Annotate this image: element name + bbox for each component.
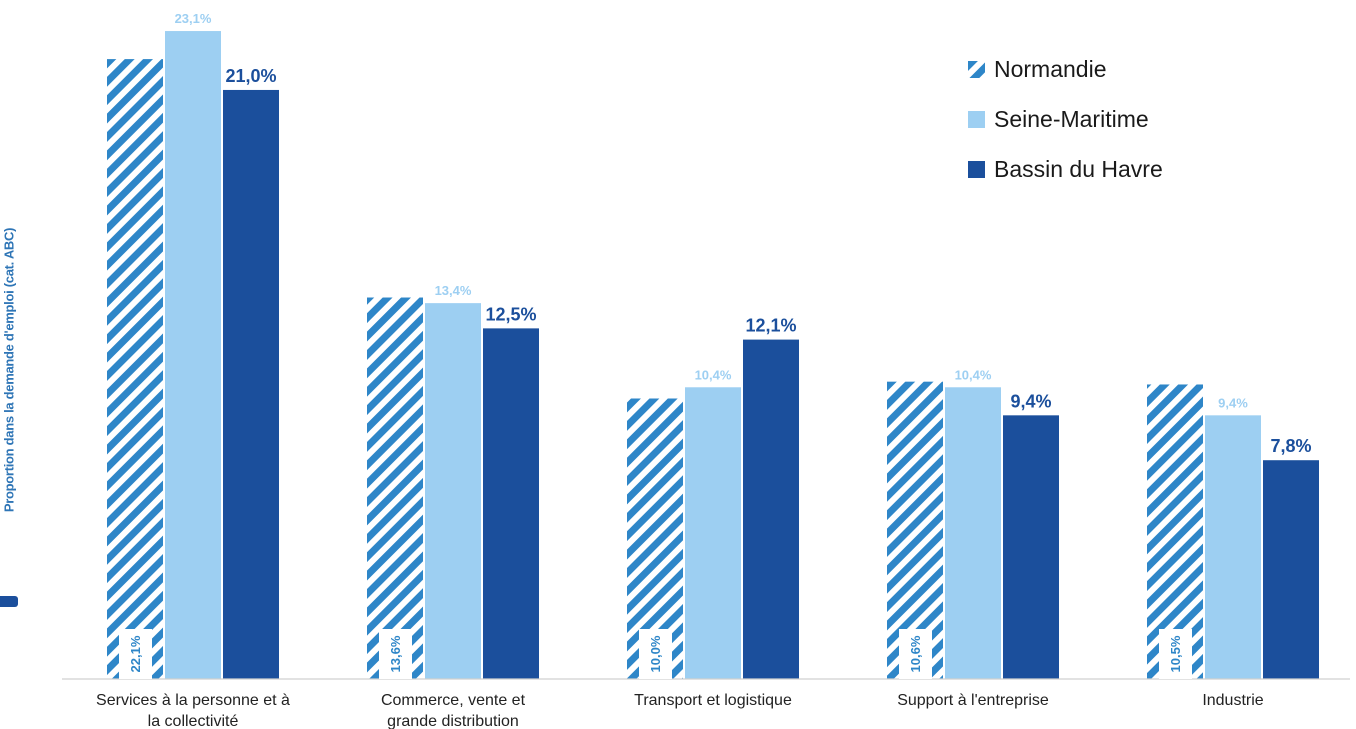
data-label-seine-maritime-commerce-vente-et-grande-distribution: 13,4% — [435, 283, 472, 298]
data-label-bassin-du-havre-services-a-la-personne-et-a-la-collectivite: 21,0% — [225, 66, 276, 86]
bar-seine-maritime-commerce-vente-et-grande-distribution[interactable] — [425, 303, 481, 679]
data-label-bassin-du-havre-commerce-vente-et-grande-distribution: 12,5% — [485, 304, 536, 324]
data-label-box-normandie-commerce-vente-et-grande-distribution — [379, 629, 412, 679]
data-label-normandie-transport-et-logistique: 10,0% — [648, 635, 663, 672]
legend: Normandie Seine-Maritime Bassin du Havre — [968, 44, 1163, 194]
legend-swatch-bassin-du-havre — [968, 160, 985, 178]
legend-label-bassin-du-havre: Bassin du Havre — [994, 155, 1163, 182]
labels-layer: 22,1% 23,1% 21,0% 13,6% 13,4% 12,5% 10,0% 10,4%… — [119, 11, 1312, 679]
data-label-normandie-commerce-vente-et-grande-distribution: 13,6% — [388, 635, 403, 672]
bar-bassin-du-havre-transport-et-logistique[interactable] — [743, 339, 799, 679]
data-label-seine-maritime-transport-et-logistique: 10,4% — [695, 367, 732, 382]
legend-item-bassin-du-havre[interactable]: Bassin du Havre — [968, 144, 1163, 194]
legend-item-seine-maritime[interactable]: Seine-Maritime — [968, 94, 1163, 144]
bar-seine-maritime-support-a-l-entreprise[interactable] — [945, 387, 1001, 679]
y-axis-label: Proportion dans la demande d'emploi (cat… — [1, 227, 17, 513]
bar-seine-maritime-transport-et-logistique[interactable] — [685, 387, 741, 679]
data-label-normandie-services-a-la-personne-et-a-la-collectivite: 22,1% — [128, 635, 143, 672]
bar-normandie-commerce-vente-et-grande-distribution[interactable] — [367, 297, 423, 679]
legend-label-seine-maritime: Seine-Maritime — [994, 105, 1149, 132]
ticks-layer: Services à la personne et à la collectivi… — [96, 692, 1264, 729]
legend-label-normandie: Normandie — [994, 55, 1107, 82]
x-tick-label-services-a-la-personne-et-a-la-collectivite: Services à la personne et à la collectivi… — [96, 692, 290, 729]
side-marker — [0, 596, 18, 607]
x-tick-label-commerce-vente-et-grande-distribution: Commerce, vente et grande distribution — [381, 692, 526, 729]
data-label-normandie-support-a-l-entreprise: 10,6% — [908, 635, 923, 672]
data-label-seine-maritime-industrie: 9,4% — [1218, 395, 1248, 410]
legend-swatch-normandie — [968, 60, 985, 78]
data-label-normandie-industrie: 10,5% — [1168, 635, 1183, 672]
bar-bassin-du-havre-services-a-la-personne-et-a-la-collectivite[interactable] — [223, 89, 279, 679]
legend-item-normandie[interactable]: Normandie — [968, 44, 1163, 94]
data-label-bassin-du-havre-industrie: 7,8% — [1270, 436, 1311, 456]
bar-normandie-services-a-la-personne-et-a-la-collectivite[interactable] — [107, 59, 163, 680]
data-label-box-normandie-industrie — [1159, 629, 1192, 679]
bar-bassin-du-havre-commerce-vente-et-grande-distribution[interactable] — [483, 328, 539, 679]
bar-seine-maritime-services-a-la-personne-et-a-la-collectivite[interactable] — [165, 31, 221, 680]
data-label-box-normandie-services-a-la-personne-et-a-la-collectivite — [119, 629, 152, 679]
bar-bassin-du-havre-support-a-l-entreprise[interactable] — [1003, 415, 1059, 679]
bar-seine-maritime-industrie[interactable] — [1205, 415, 1261, 679]
x-tick-label-transport-et-logistique: Transport et logistique — [634, 692, 792, 709]
bar-bassin-du-havre-industrie[interactable] — [1263, 460, 1319, 679]
data-label-bassin-du-havre-support-a-l-entreprise: 9,4% — [1010, 391, 1051, 411]
data-label-seine-maritime-support-a-l-entreprise: 10,4% — [955, 367, 992, 382]
data-label-box-normandie-support-a-l-entreprise — [899, 629, 932, 679]
data-label-box-normandie-transport-et-logistique — [639, 629, 672, 679]
x-tick-label-industrie: Industrie — [1202, 692, 1263, 709]
data-label-bassin-du-havre-transport-et-logistique: 12,1% — [745, 316, 796, 336]
legend-swatch-seine-maritime — [968, 110, 985, 128]
data-label-seine-maritime-services-a-la-personne-et-a-la-collectivite: 23,1% — [175, 11, 212, 26]
x-tick-label-support-a-l-entreprise: Support à l'entreprise — [897, 692, 1049, 709]
